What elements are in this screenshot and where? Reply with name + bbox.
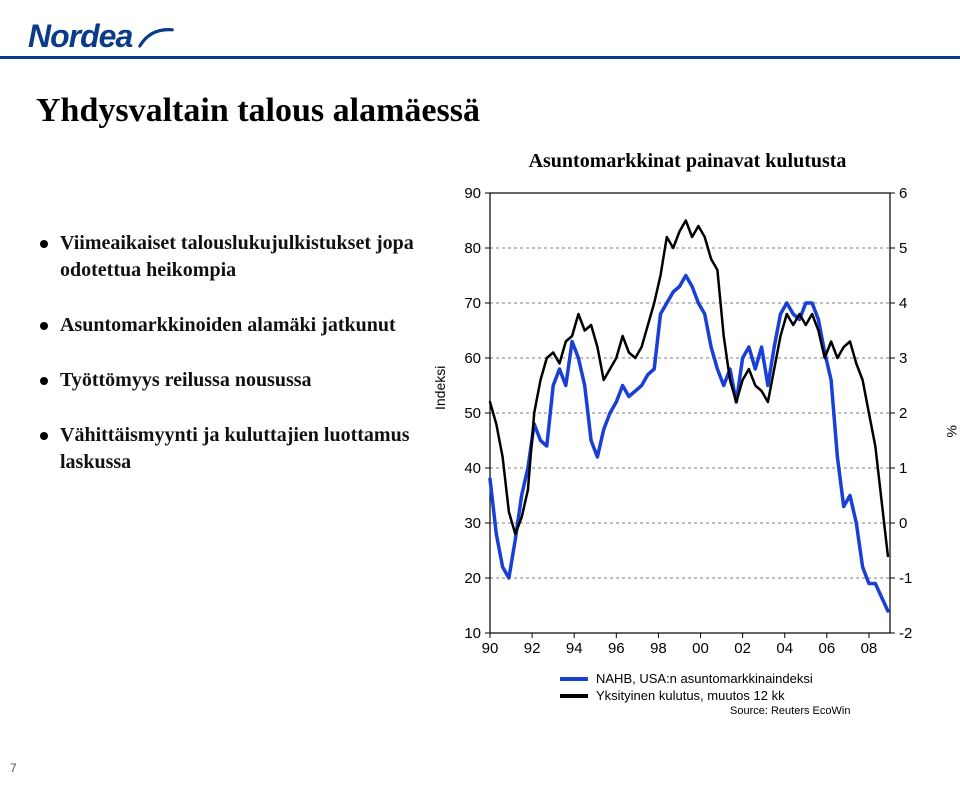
bullet-item: Työttömyys reilussa nousussa (40, 367, 420, 394)
svg-text:94: 94 (565, 640, 582, 657)
svg-text:00: 00 (692, 640, 709, 657)
logo: Nordea (28, 18, 174, 55)
svg-text:-2: -2 (899, 625, 912, 642)
legend-label: Yksityinen kulutus, muutos 12 kk (596, 688, 785, 703)
svg-text:08: 08 (860, 640, 877, 657)
left-axis-label: Indeksi (432, 366, 448, 410)
svg-text:30: 30 (464, 515, 481, 532)
logo-underline (0, 56, 960, 59)
line-chart: 10 20 30 40 50 60 70 80 90 -2 -1 0 1 2 3 4 5 6 90 92 94 96 98 0… (446, 185, 930, 667)
svg-text:4: 4 (899, 295, 907, 312)
bullet-item: Viimeaikaiset talouslukujulkistukset jop… (40, 230, 420, 284)
legend-item: NAHB, USA:n asuntomarkkinaindeksi (560, 671, 935, 686)
chart-title: Asuntomarkkinat painavat kulutusta (440, 150, 935, 173)
legend-item: Yksityinen kulutus, muutos 12 kk (560, 688, 935, 703)
svg-text:1: 1 (899, 460, 907, 477)
legend-swatch (560, 677, 588, 681)
svg-text:40: 40 (464, 460, 481, 477)
chart-container: Asuntomarkkinat painavat kulutusta Indek… (440, 150, 935, 717)
svg-text:96: 96 (607, 640, 624, 657)
svg-text:80: 80 (464, 240, 481, 257)
svg-text:04: 04 (776, 640, 793, 657)
svg-text:-1: -1 (899, 570, 912, 587)
svg-text:92: 92 (523, 640, 540, 657)
svg-text:5: 5 (899, 240, 907, 257)
svg-text:60: 60 (464, 350, 481, 367)
svg-text:98: 98 (650, 640, 667, 657)
bullet-item: Vähittäismyynti ja kuluttajien luottamus… (40, 422, 420, 476)
legend-label: NAHB, USA:n asuntomarkkinaindeksi (596, 671, 813, 686)
page-title: Yhdysvaltain talous alamäessä (36, 92, 480, 130)
svg-text:0: 0 (899, 515, 907, 532)
legend-swatch (560, 694, 588, 698)
svg-text:10: 10 (464, 625, 481, 642)
chart-source: Source: Reuters EcoWin (730, 705, 935, 717)
svg-text:2: 2 (899, 405, 907, 422)
svg-text:02: 02 (734, 640, 751, 657)
bullet-list: Viimeaikaiset talouslukujulkistukset jop… (40, 230, 420, 504)
svg-text:3: 3 (899, 350, 907, 367)
right-axis-label: % (943, 425, 959, 437)
svg-text:06: 06 (818, 640, 835, 657)
chart-legend: NAHB, USA:n asuntomarkkinaindeksi Yksity… (560, 671, 935, 703)
svg-text:90: 90 (464, 185, 481, 202)
logo-text: Nordea (28, 18, 132, 55)
svg-text:50: 50 (464, 405, 481, 422)
logo-arc-icon (138, 24, 174, 50)
svg-text:70: 70 (464, 295, 481, 312)
svg-text:20: 20 (464, 570, 481, 587)
bullet-item: Asuntomarkkinoiden alamäki jatkunut (40, 312, 420, 339)
svg-text:6: 6 (899, 185, 907, 202)
page-number: 7 (10, 761, 17, 775)
svg-text:90: 90 (481, 640, 498, 657)
